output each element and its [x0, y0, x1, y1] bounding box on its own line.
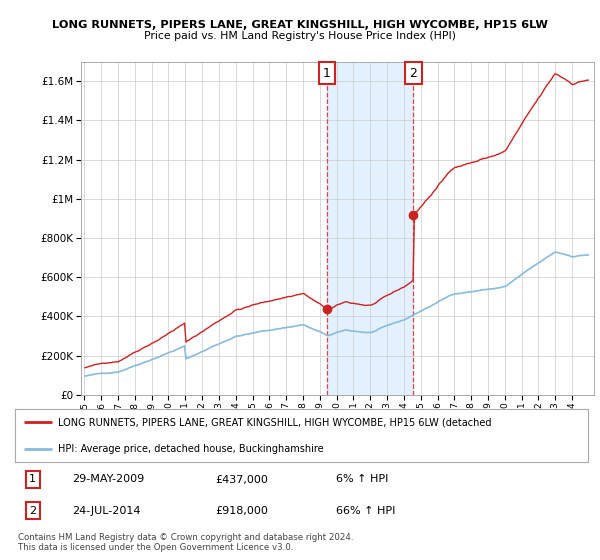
Text: This data is licensed under the Open Government Licence v3.0.: This data is licensed under the Open Gov…: [18, 543, 293, 552]
Text: HPI: Average price, detached house, Buckinghamshire: HPI: Average price, detached house, Buck…: [58, 444, 323, 454]
Text: £918,000: £918,000: [215, 506, 268, 516]
Text: 2: 2: [29, 506, 37, 516]
Text: 6% ↑ HPI: 6% ↑ HPI: [336, 474, 388, 484]
Text: 29-MAY-2009: 29-MAY-2009: [73, 474, 145, 484]
Text: £437,000: £437,000: [215, 474, 268, 484]
Text: LONG RUNNETS, PIPERS LANE, GREAT KINGSHILL, HIGH WYCOMBE, HP15 6LW (detached: LONG RUNNETS, PIPERS LANE, GREAT KINGSHI…: [58, 417, 491, 427]
Text: Price paid vs. HM Land Registry's House Price Index (HPI): Price paid vs. HM Land Registry's House …: [144, 31, 456, 41]
Text: 1: 1: [29, 474, 37, 484]
Bar: [327, 62, 413, 395]
Text: Contains HM Land Registry data © Crown copyright and database right 2024.: Contains HM Land Registry data © Crown c…: [18, 533, 353, 542]
Text: LONG RUNNETS, PIPERS LANE, GREAT KINGSHILL, HIGH WYCOMBE, HP15 6LW: LONG RUNNETS, PIPERS LANE, GREAT KINGSHI…: [52, 20, 548, 30]
Text: 24-JUL-2014: 24-JUL-2014: [73, 506, 141, 516]
Text: 1: 1: [323, 67, 331, 80]
Text: 66% ↑ HPI: 66% ↑ HPI: [336, 506, 395, 516]
Text: 2: 2: [409, 67, 417, 80]
